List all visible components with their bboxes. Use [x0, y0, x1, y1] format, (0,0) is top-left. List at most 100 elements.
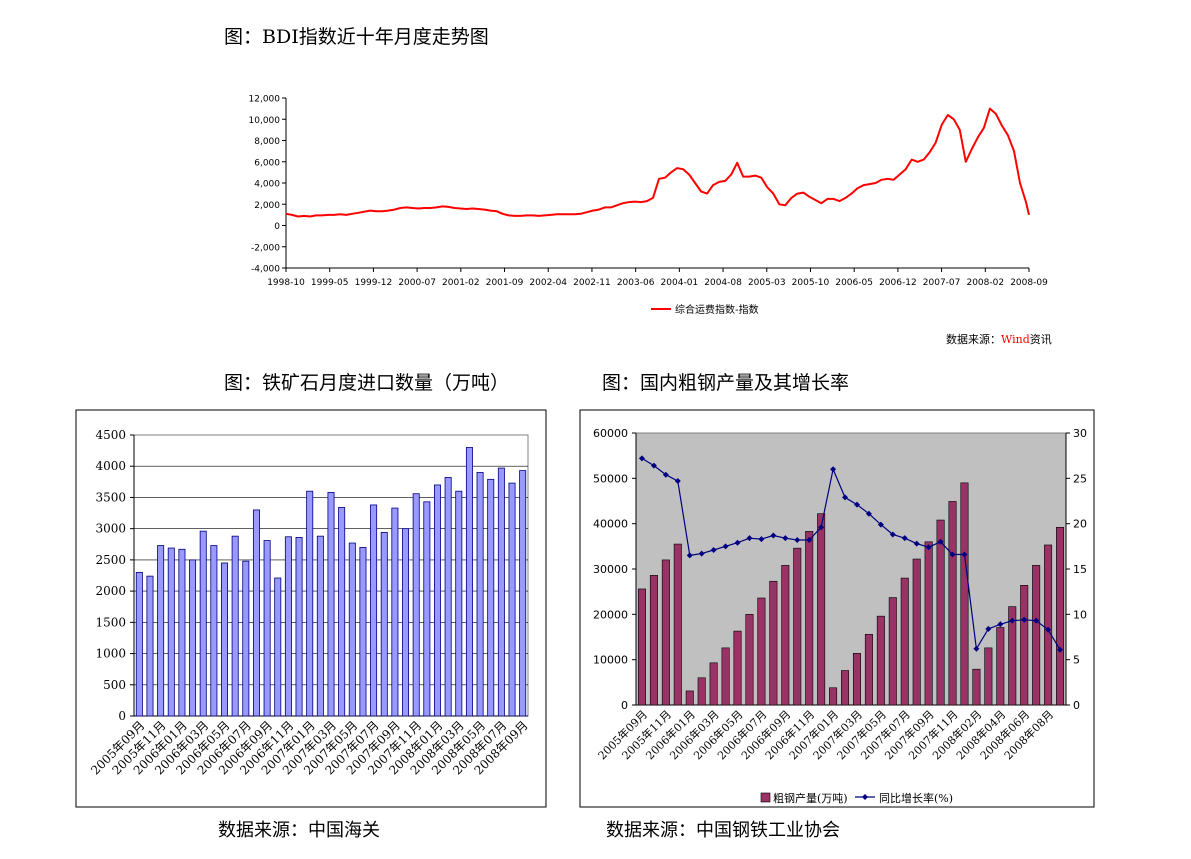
x-tick-label: 2006-05	[835, 278, 873, 288]
ore-bar	[359, 547, 367, 717]
growth-rate-point	[925, 544, 932, 551]
source-suffix: 资讯	[1030, 333, 1052, 346]
y-tick-label: 3000	[95, 522, 126, 536]
steel-output-bar	[673, 543, 682, 706]
bdi-source-note: 数据来源：Wind资讯	[946, 332, 1052, 346]
ore-bar	[178, 548, 186, 717]
ore-bar	[391, 507, 399, 717]
steel-output-bar	[960, 482, 969, 706]
ore-bar	[380, 532, 388, 717]
x-tick-label: 1998-10	[267, 278, 305, 288]
ore-bar	[221, 562, 229, 717]
legend-bar-swatch	[760, 792, 771, 803]
steel-output-bar	[972, 668, 981, 706]
ore-bar	[465, 447, 473, 717]
bdi-chart-title: 图：BDI指数近十年月度走势图	[224, 26, 489, 48]
growth-rate-point	[973, 645, 980, 652]
y-tick-label: 0	[274, 222, 280, 232]
y2-tick-label: 20	[1073, 518, 1087, 531]
x-tick-label: 2005-03	[748, 278, 786, 288]
y2-tick-label: 25	[1073, 472, 1087, 485]
x-tick-label: 2006-12	[879, 278, 917, 288]
y2-tick-label: 10	[1073, 608, 1087, 621]
ore-bar	[306, 490, 314, 717]
growth-rate-point	[865, 510, 872, 517]
growth-rate-point	[1057, 646, 1064, 653]
x-tick-label: 2000-07	[398, 278, 436, 288]
steel-output-bar	[984, 647, 993, 706]
y-tick-label: 10,000	[249, 116, 281, 126]
ore-chart-title: 图：铁矿石月度进口数量（万吨）	[224, 372, 510, 394]
x-tick-label: 1999-05	[311, 278, 349, 288]
growth-rate-point	[806, 536, 813, 543]
ore-bar	[263, 540, 271, 717]
steel-output-bar	[1044, 544, 1053, 706]
ore-bar	[338, 507, 346, 717]
y1-tick-label: 30000	[593, 563, 628, 576]
ore-source-note: 数据来源：中国海关	[218, 820, 380, 841]
x-tick-label: 2008-09	[1010, 278, 1048, 288]
steel-output-bar	[900, 577, 909, 706]
steel-output-bar	[745, 614, 754, 706]
y2-tick-label: 5	[1073, 654, 1080, 667]
x-tick-label: 2008-02	[966, 278, 1004, 288]
x-tick-label: 2002-11	[573, 278, 611, 288]
ore-bar	[412, 493, 420, 717]
growth-rate-point	[674, 478, 681, 485]
steel-output-bar	[888, 597, 897, 706]
y2-tick-label: 0	[1073, 699, 1080, 712]
steel-output-bar	[1008, 606, 1017, 706]
ore-bar	[135, 571, 143, 717]
ore-bar	[455, 490, 463, 717]
ore-bar	[274, 577, 282, 717]
ore-bar	[157, 545, 165, 717]
y-tick-label: 0	[118, 709, 126, 723]
growth-rate-point	[746, 535, 753, 542]
ore-bar	[476, 472, 484, 717]
y1-tick-label: 20000	[593, 608, 628, 621]
ore-bar	[508, 482, 516, 717]
growth-rate-point	[770, 532, 777, 539]
growth-rate-point	[758, 536, 765, 543]
ore-bar	[433, 484, 441, 717]
steel-output-bar	[1020, 585, 1029, 706]
steel-output-bar	[864, 633, 873, 706]
steel-output-bar	[1056, 526, 1065, 706]
x-tick-label: 2005-10	[792, 278, 830, 288]
ore-bar	[167, 547, 175, 717]
steel-output-bar	[936, 519, 945, 706]
ore-bar	[252, 509, 260, 717]
growth-rate-point	[889, 531, 896, 538]
y-tick-label: 4500	[95, 428, 126, 442]
steel-output-bar	[829, 687, 838, 706]
ore-bar	[444, 477, 452, 717]
ore-bar	[231, 535, 239, 717]
steel-output-bar	[721, 647, 730, 706]
y-tick-label: 2500	[95, 553, 126, 567]
growth-rate-point	[949, 551, 956, 558]
ore-bar	[146, 575, 154, 717]
ore-bar	[199, 530, 207, 717]
y1-tick-label: 50000	[593, 472, 628, 485]
steel-output-bar	[852, 653, 861, 706]
ore-bar	[497, 467, 505, 717]
ore-bar	[423, 501, 431, 717]
growth-rate-point	[818, 524, 825, 531]
x-tick-label: 2004-01	[661, 278, 699, 288]
y-tick-label: -2,000	[251, 243, 280, 253]
y-tick-label: 4,000	[254, 180, 280, 190]
steel-output-bar	[996, 627, 1005, 706]
growth-rate-point	[662, 471, 669, 478]
steel-output-bar	[733, 630, 742, 706]
y-tick-label: 500	[103, 678, 126, 692]
growth-rate-point	[722, 543, 729, 550]
ore-bar	[487, 478, 495, 717]
steel-output-bar	[948, 501, 957, 706]
ore-bar	[316, 535, 324, 717]
steel-output-bar	[817, 513, 826, 706]
x-tick-label: 2002-04	[529, 278, 567, 288]
ore-bar	[295, 537, 303, 717]
legend-line-label: 同比增长率(%)	[879, 791, 953, 805]
ore-bar	[402, 528, 410, 717]
